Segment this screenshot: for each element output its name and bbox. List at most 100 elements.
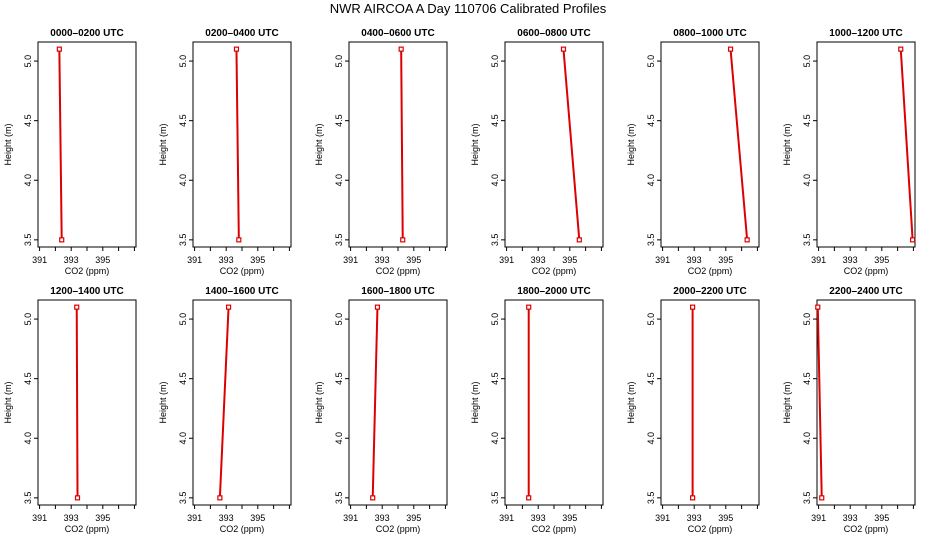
panel-4-profile-line bbox=[562, 49, 581, 240]
panel-5-title: 0800–1000 UTC bbox=[673, 28, 746, 39]
panel-5-ytick-label-4.5: 4.5 bbox=[646, 114, 656, 127]
panel-6-xtick-label-395: 395 bbox=[874, 255, 889, 265]
panel-2-ytick-label-4.5: 4.5 bbox=[178, 114, 188, 127]
panel-3-xtick-label-393: 393 bbox=[375, 255, 390, 265]
panel-8-ylabel: Height (m) bbox=[158, 381, 168, 423]
panel-11-title: 2000–2200 UTC bbox=[673, 286, 746, 297]
panel-8-ytick-label-5.0: 5.0 bbox=[178, 313, 188, 326]
panel-5-ytick-label-4.0: 4.0 bbox=[646, 174, 656, 187]
panel-1-xtick-label-391: 391 bbox=[32, 255, 47, 265]
panel-3-ylabel: Height (m) bbox=[314, 123, 324, 165]
panel-6-xtick-label-391: 391 bbox=[811, 255, 826, 265]
panel-6-title: 1000–1200 UTC bbox=[829, 28, 902, 39]
panel-2-ytick-label-4.0: 4.0 bbox=[178, 174, 188, 187]
panel-10-xlabel: CO2 (ppm) bbox=[532, 524, 577, 534]
panel-4-ytick-label-3.5: 3.5 bbox=[490, 234, 500, 247]
panel-12-point-2 bbox=[819, 495, 825, 501]
panel-1-profile-line bbox=[58, 49, 63, 240]
panel-7-ylabel: Height (m) bbox=[3, 381, 13, 423]
panel-2-ytick-label-3.5: 3.5 bbox=[178, 234, 188, 247]
panel-12-ytick-label-5.0: 5.0 bbox=[802, 313, 812, 326]
panel-7-xtick-label-391: 391 bbox=[32, 513, 47, 523]
panel-11-ytick-label-5.0: 5.0 bbox=[646, 313, 656, 326]
panel-5-point-1 bbox=[727, 46, 734, 52]
panel-11-xtick-label-391: 391 bbox=[655, 513, 670, 523]
panel-8-xtick-label-393: 393 bbox=[219, 513, 234, 523]
panel-8-ytick-label-4.0: 4.0 bbox=[178, 432, 188, 445]
panel-5-xtick-label-393: 393 bbox=[687, 255, 702, 265]
panel-8-xtick-label-391: 391 bbox=[187, 513, 202, 523]
panel-10-ytick-label-4.5: 4.5 bbox=[490, 372, 500, 385]
panel-10-xtick-label-391: 391 bbox=[499, 513, 514, 523]
panel-11-xtick-label-395: 395 bbox=[718, 513, 733, 523]
panel-3-point-1 bbox=[398, 46, 404, 52]
panel-12-ylabel: Height (m) bbox=[782, 381, 792, 423]
panel-8-xlabel: CO2 (ppm) bbox=[220, 524, 265, 534]
panel-4-title: 0600–0800 UTC bbox=[517, 28, 590, 39]
panel-11-frame bbox=[660, 299, 760, 506]
panel-7-title: 1200–1400 UTC bbox=[50, 286, 123, 297]
panel-1-frame bbox=[37, 41, 137, 248]
panel-10-xtick-label-393: 393 bbox=[531, 513, 546, 523]
panel-6-ytick-label-4.0: 4.0 bbox=[802, 174, 812, 187]
panel-7-ytick-label-4.5: 4.5 bbox=[23, 372, 33, 385]
panel-12-profile-line bbox=[816, 307, 823, 498]
panel-4-xtick-label-391: 391 bbox=[499, 255, 514, 265]
panel-10-ytick-label-3.5: 3.5 bbox=[490, 492, 500, 505]
panel-9-ytick-label-4.5: 4.5 bbox=[334, 372, 344, 385]
panel-6-frame bbox=[816, 41, 916, 248]
panel-7-ytick-label-4.0: 4.0 bbox=[23, 432, 33, 445]
panel-7-ytick-label-3.5: 3.5 bbox=[23, 492, 33, 505]
panel-6-point-1 bbox=[898, 46, 904, 52]
panel-6-point-2 bbox=[910, 237, 916, 243]
panel-3-xlabel: CO2 (ppm) bbox=[376, 266, 421, 276]
panel-8-point-2 bbox=[217, 495, 223, 501]
panel-12-xtick-label-393: 393 bbox=[843, 513, 858, 523]
panel-2-xlabel: CO2 (ppm) bbox=[220, 266, 265, 276]
panel-2-point-2 bbox=[236, 237, 242, 243]
panel-9-ytick-label-4.0: 4.0 bbox=[334, 432, 344, 445]
panel-12-frame bbox=[816, 299, 916, 506]
panel-3-ytick-label-3.5: 3.5 bbox=[334, 234, 344, 247]
panel-5-ytick-label-3.5: 3.5 bbox=[646, 234, 656, 247]
panel-2-xtick-label-393: 393 bbox=[219, 255, 234, 265]
panel-8-xtick-label-395: 395 bbox=[250, 513, 265, 523]
panel-10-frame bbox=[504, 299, 604, 506]
panel-9-profile-line bbox=[371, 307, 379, 498]
panel-10-point-1 bbox=[526, 304, 532, 310]
panel-5-xtick-label-395: 395 bbox=[718, 255, 733, 265]
panel-11-ytick-label-4.0: 4.0 bbox=[646, 432, 656, 445]
panel-5-xlabel: CO2 (ppm) bbox=[688, 266, 733, 276]
panel-10-title: 1800–2000 UTC bbox=[517, 286, 590, 297]
panel-7-profile-line bbox=[75, 307, 79, 498]
panel-4-point-2 bbox=[576, 237, 582, 243]
panel-1-ytick-label-3.5: 3.5 bbox=[23, 234, 33, 247]
panel-6-profile-line bbox=[899, 49, 914, 240]
panel-2-point-1 bbox=[233, 46, 240, 52]
panel-2-title: 0200–0400 UTC bbox=[205, 28, 278, 39]
panel-7-point-2 bbox=[74, 495, 81, 501]
panel-9-ylabel: Height (m) bbox=[314, 381, 324, 423]
panel-9-xtick-label-393: 393 bbox=[375, 513, 390, 523]
panel-2-xtick-label-391: 391 bbox=[187, 255, 202, 265]
panel-4-frame bbox=[504, 41, 604, 248]
panel-11-xlabel: CO2 (ppm) bbox=[688, 524, 733, 534]
panel-1-point-1 bbox=[56, 46, 62, 52]
panel-9-ytick-label-5.0: 5.0 bbox=[334, 313, 344, 326]
panel-12-xtick-label-395: 395 bbox=[874, 513, 889, 523]
panel-8-frame bbox=[192, 299, 292, 506]
panel-1-xlabel: CO2 (ppm) bbox=[65, 266, 110, 276]
panel-4-point-1 bbox=[560, 46, 567, 52]
panel-2-ytick-label-5.0: 5.0 bbox=[178, 55, 188, 68]
panel-1-ylabel: Height (m) bbox=[3, 123, 13, 165]
panel-4-ytick-label-4.0: 4.0 bbox=[490, 174, 500, 187]
panel-11-ylabel: Height (m) bbox=[626, 381, 636, 423]
panel-12-ytick-label-4.0: 4.0 bbox=[802, 432, 812, 445]
panel-2-profile-line bbox=[235, 49, 240, 240]
panel-7-xtick-label-393: 393 bbox=[64, 513, 79, 523]
panel-3-xtick-label-391: 391 bbox=[343, 255, 358, 265]
panel-3-ytick-label-4.5: 4.5 bbox=[334, 114, 344, 127]
panel-10-xtick-label-395: 395 bbox=[562, 513, 577, 523]
panel-1-xtick-label-395: 395 bbox=[95, 255, 110, 265]
